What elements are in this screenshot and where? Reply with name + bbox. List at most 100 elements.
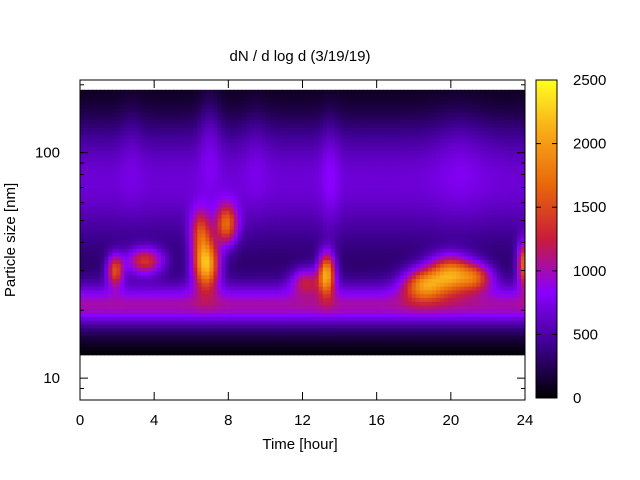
heatmap-cell-3516 (282, 150, 287, 155)
heatmap-cell-4323 (326, 290, 332, 295)
heatmap-cell-2939 (245, 350, 251, 356)
heatmap-cell-4224 (322, 180, 328, 186)
heatmap-cell-4193 (318, 328, 324, 333)
heatmap-cell-3571 (286, 93, 291, 98)
heatmap-cell-4063 (314, 101, 320, 106)
heatmap-cell-2535 (225, 146, 231, 151)
heatmap-cell-4379 (330, 237, 336, 242)
heatmap-cell-3787 (298, 116, 304, 121)
heatmap-cell-4275 (326, 108, 332, 114)
heatmap-cell-4602 (342, 286, 348, 291)
heatmap-cell-2158 (201, 309, 207, 314)
heatmap-cell-4967 (363, 343, 368, 348)
heatmap-cell-4866 (359, 226, 364, 231)
heatmap-cell-1339 (156, 123, 162, 129)
heatmap-cell-2439 (217, 313, 223, 318)
heatmap-cell-2347 (213, 229, 219, 235)
heatmap-cell-989 (136, 123, 142, 129)
heatmap-cell-2067 (197, 229, 202, 235)
heatmap-cell-2255 (209, 146, 215, 151)
heatmap-cell-1411 (160, 131, 166, 136)
heatmap-cell-220 (92, 127, 97, 133)
heatmap-cell-3813 (298, 214, 304, 220)
heatmap-cell-795 (124, 184, 130, 189)
heatmap-cell-4313 (326, 252, 332, 257)
heatmap-cell-1605 (169, 335, 174, 341)
heatmap-cell-4337 (326, 343, 332, 348)
heatmap-cell-3479 (278, 275, 283, 280)
heatmap-cell-4247 (322, 267, 328, 273)
heatmap-cell-1076 (140, 188, 146, 193)
heatmap-cell-228 (92, 157, 97, 163)
heatmap-cell-522 (108, 210, 113, 216)
heatmap-cell-4596 (342, 263, 348, 269)
heatmap-cell-2437 (217, 305, 223, 310)
heatmap-cell-1000 (136, 165, 142, 170)
heatmap-cell-4496 (338, 150, 344, 155)
heatmap-cell-2218 (205, 271, 211, 276)
heatmap-cell-2574 (225, 294, 231, 299)
heatmap-cell-125 (84, 297, 89, 303)
heatmap-cell-2634 (229, 256, 235, 261)
heatmap-cell-4633 (347, 139, 352, 144)
heatmap-cell-3011 (253, 93, 259, 98)
heatmap-cell-66 (80, 339, 85, 344)
heatmap-cell-2065 (197, 222, 202, 227)
heatmap-cell-4984 (367, 142, 372, 148)
heatmap-cell-2188 (205, 157, 211, 163)
heatmap-cell-3679 (290, 237, 296, 242)
heatmap-cell-1927 (189, 229, 194, 235)
heatmap-cell-2588 (225, 347, 231, 352)
heatmap-cell-3508 (282, 120, 287, 125)
heatmap-cell-3710 (294, 89, 300, 95)
heatmap-cell-3053 (253, 252, 259, 257)
heatmap-cell-633 (116, 101, 122, 106)
heatmap-cell-3987 (306, 343, 312, 348)
heatmap-cell-1636 (173, 188, 178, 193)
heatmap-cell-2835 (241, 222, 247, 227)
heatmap-cell-594 (112, 218, 118, 223)
heatmap-cell-3400 (274, 241, 279, 246)
heatmap-cell-3591 (286, 169, 291, 174)
heatmap-cell-3485 (278, 297, 283, 303)
heatmap-cell-39 (80, 237, 85, 242)
heatmap-cell-3565 (282, 335, 287, 341)
heatmap-cell-4178 (318, 271, 324, 276)
heatmap-cell-3300 (270, 127, 275, 133)
heatmap-cell-1486 (164, 150, 170, 155)
heatmap-cell-4624 (347, 104, 352, 110)
heatmap-cell-1992 (193, 210, 198, 216)
heatmap-cell-3172 (262, 173, 267, 178)
heatmap-cell-2506 (221, 301, 227, 307)
heatmap-cell-486 (104, 339, 109, 344)
heatmap-cell-4173 (318, 252, 324, 257)
heatmap-cell-689 (116, 313, 122, 318)
heatmap-cell-3430 (278, 89, 283, 95)
heatmap-cell-612 (112, 286, 118, 291)
heatmap-cell-205 (88, 335, 93, 341)
heatmap-cell-4816 (355, 301, 360, 307)
heatmap-cell-4613 (342, 328, 348, 333)
heatmap-cell-3303 (270, 139, 275, 144)
heatmap-cell-3002 (249, 324, 255, 329)
heatmap-cell-1266 (152, 112, 158, 117)
heatmap-cell-4677 (347, 305, 352, 310)
heatmap-cell-1702 (177, 173, 182, 178)
heatmap-cell-1251 (148, 320, 154, 326)
heatmap-cell-3791 (298, 131, 304, 136)
heatmap-cell-1796 (181, 263, 186, 269)
heatmap-cell-1841 (185, 169, 190, 174)
heatmap-cell-393 (100, 252, 105, 257)
heatmap-cell-1738 (177, 309, 182, 314)
heatmap-cell-4260 (322, 316, 328, 322)
heatmap-cell-4041 (310, 282, 316, 288)
heatmap-cell-1607 (169, 343, 174, 348)
heatmap-cell-2635 (229, 260, 235, 265)
heatmap-cell-2254 (209, 142, 215, 148)
heatmap-cell-2309 (209, 350, 215, 356)
heatmap-cell-4276 (326, 112, 332, 117)
heatmap-cell-4875 (359, 260, 364, 265)
heatmap-cell-169 (88, 199, 93, 204)
heatmap-cell-3939 (306, 161, 312, 167)
heatmap-cell-4534 (338, 294, 344, 299)
